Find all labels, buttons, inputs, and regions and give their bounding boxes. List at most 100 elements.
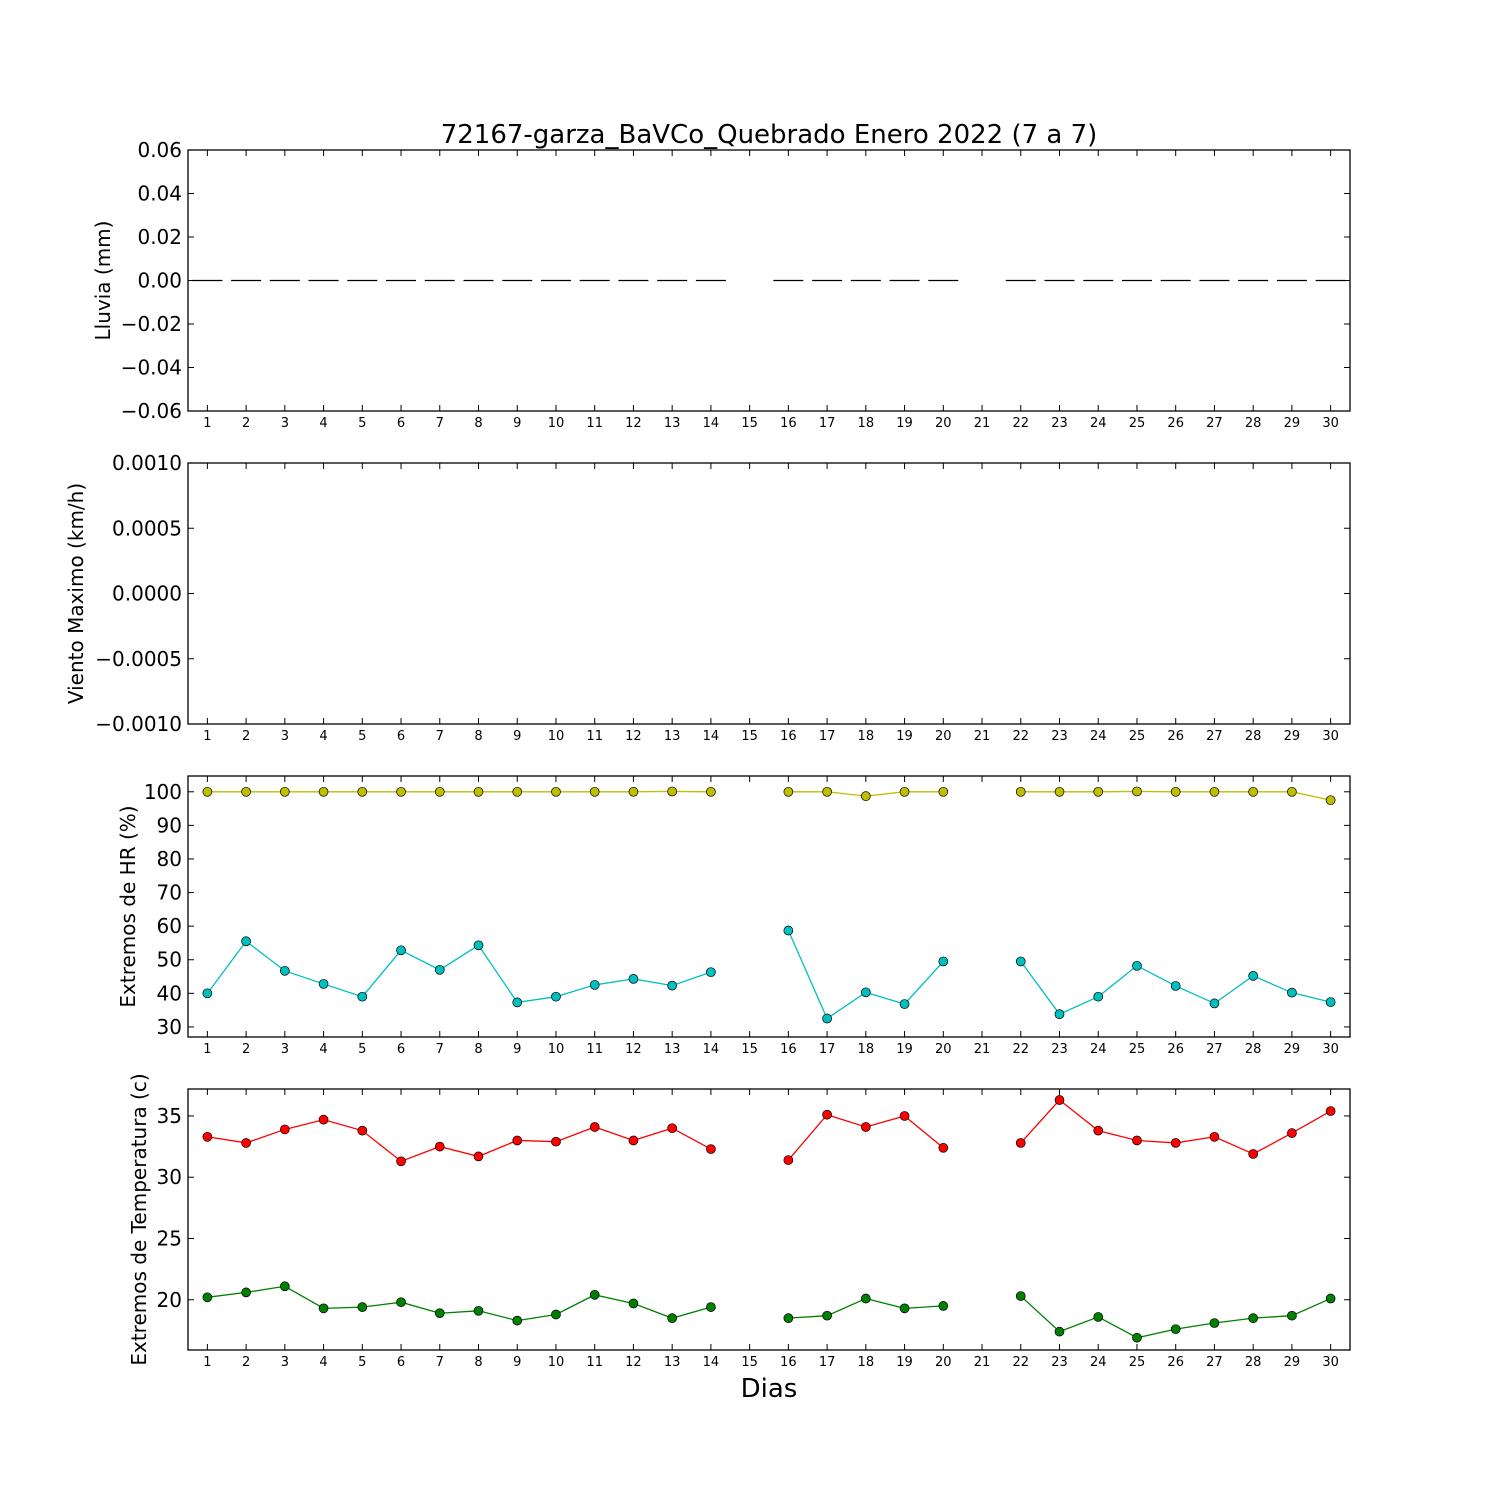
series-1-point-day-16 <box>783 786 794 797</box>
x-tick-label: 5 <box>358 416 366 431</box>
y-tick-label: 50 <box>157 948 182 972</box>
series-2-point-day-23 <box>1054 1326 1065 1337</box>
x-tick-label: 6 <box>397 1042 405 1057</box>
series-2-point-day-28 <box>1248 1313 1259 1323</box>
series-1-point-day-7 <box>434 1141 445 1152</box>
x-tick-label: 28 <box>1245 1042 1262 1057</box>
series-2-point-day-11 <box>589 1290 600 1300</box>
series-1-point-day-1 <box>202 786 213 797</box>
series-2-point-day-13 <box>667 1313 678 1323</box>
y-tick-label: 0.00 <box>137 269 182 293</box>
subplots: 1 2 3 4 5 6 7 8 9 10 11 12 13 14 15 16 17 18 19 20 21 22 23 24 2… <box>64 138 1351 1370</box>
x-tick-label: 29 <box>1284 1042 1301 1057</box>
x-tick-label: 3 <box>281 416 289 431</box>
y-tick-label: 35 <box>157 1104 182 1128</box>
series-1-point-day-11 <box>589 786 600 797</box>
series-2-point-day-23 <box>1054 1009 1065 1020</box>
series-1-point-day-12 <box>628 1135 639 1146</box>
series-2-point-day-26 <box>1170 1324 1181 1335</box>
x-tick-label: 18 <box>858 1355 875 1370</box>
series-1-point-day-13 <box>667 1123 678 1134</box>
y-tick-label: 30 <box>157 1165 182 1189</box>
x-tick-label: 27 <box>1206 1042 1223 1057</box>
series-1-point-day-17 <box>822 1109 832 1120</box>
series-1-point-day-24 <box>1093 1125 1104 1136</box>
series-2-point-day-18 <box>860 987 871 998</box>
series-1-point-day-14 <box>706 786 716 797</box>
series-2-point-day-27 <box>1209 998 1220 1009</box>
x-tick-label: 17 <box>819 729 836 744</box>
x-tick-label: 29 <box>1284 416 1301 431</box>
x-tick-label: 15 <box>741 1355 758 1370</box>
x-tick-label: 14 <box>703 416 720 431</box>
series-1-point-day-20 <box>938 786 949 797</box>
series-2-point-day-2 <box>241 936 251 947</box>
series-2-point-day-4 <box>318 1303 329 1314</box>
x-tick-label: 30 <box>1322 1355 1339 1370</box>
y-tick-label: 0.04 <box>137 182 182 206</box>
series-2-point-day-7 <box>434 1308 445 1319</box>
x-tick-label: 20 <box>935 416 952 431</box>
subplot-4: 1 2 3 4 5 6 7 8 9 10 11 12 13 14 15 16 17 18 19 20 21 22 23 24 2… <box>127 1073 1351 1370</box>
series-2-point-day-10 <box>551 1309 561 1320</box>
series-2-point-day-17 <box>822 1013 832 1024</box>
subplot-2: 1 2 3 4 5 6 7 8 9 10 11 12 13 14 15 16 17 18 19 20 21 22 23 24 2… <box>64 451 1351 744</box>
x-tick-label: 7 <box>436 416 444 431</box>
series-2-point-day-20 <box>938 1301 949 1311</box>
series-1-point-day-4 <box>318 1114 329 1125</box>
series-1-point-day-9 <box>512 786 523 797</box>
x-tick-label: 20 <box>935 1355 952 1370</box>
y-tick-label: −0.0010 <box>95 712 182 736</box>
series-2-point-day-24 <box>1093 991 1104 1002</box>
y-tick-label: 0.02 <box>137 225 182 249</box>
series-2-point-day-9 <box>512 1315 523 1326</box>
series-2-point-day-8 <box>473 1305 484 1316</box>
series-2-point-day-13 <box>667 980 678 991</box>
series-1-point-day-29 <box>1287 1128 1297 1138</box>
series-1-point-day-24 <box>1093 786 1104 797</box>
series-2-point-day-5 <box>357 1302 368 1312</box>
series-1-point-day-27 <box>1209 786 1220 797</box>
x-tick-label: 30 <box>1322 729 1339 744</box>
series-1-point-day-5 <box>357 786 368 797</box>
x-tick-label: 8 <box>474 416 482 431</box>
x-tick-label: 17 <box>819 1042 836 1057</box>
axes-frame <box>187 775 1351 1038</box>
y-tick-label: 20 <box>157 1288 182 1312</box>
x-tick-label: 12 <box>625 416 642 431</box>
x-tick-label: 20 <box>935 1042 952 1057</box>
series-1-point-day-22 <box>1015 786 1026 797</box>
x-tick-label: 23 <box>1051 1042 1068 1057</box>
x-tick-label: 10 <box>548 1355 565 1370</box>
x-tick-label: 2 <box>242 729 250 744</box>
x-tick-label: 11 <box>586 1355 603 1370</box>
x-tick-label: 17 <box>819 416 836 431</box>
x-tick-label: 24 <box>1090 729 1107 744</box>
series-1-point-day-10 <box>551 786 561 797</box>
x-tick-label: 10 <box>548 1042 565 1057</box>
series-2-point-day-28 <box>1248 971 1259 981</box>
x-tick-label: 11 <box>586 416 603 431</box>
series-2-point-day-6 <box>396 945 406 956</box>
series-1-point-day-5 <box>357 1125 368 1136</box>
y-tick-label: −0.04 <box>121 356 182 380</box>
x-tick-label: 8 <box>474 729 482 744</box>
x-tick-label: 21 <box>974 416 991 431</box>
x-tick-label: 5 <box>358 729 366 744</box>
series-2-point-day-30 <box>1325 1293 1336 1304</box>
series-1-point-day-29 <box>1287 786 1297 797</box>
series-2-point-day-25 <box>1132 960 1142 971</box>
series-2-line <box>206 940 712 1004</box>
x-tick-label: 1 <box>203 1042 211 1057</box>
x-tick-label: 4 <box>319 1355 327 1370</box>
series-2-point-day-24 <box>1093 1312 1104 1322</box>
x-tick-label: 8 <box>474 1355 482 1370</box>
series-1-point-day-19 <box>899 786 910 797</box>
series-1-point-day-23 <box>1054 1095 1065 1105</box>
x-tick-label: 14 <box>703 1355 720 1370</box>
series-2-point-day-10 <box>551 991 561 1002</box>
series-2-point-day-20 <box>938 956 949 967</box>
series-2-point-day-29 <box>1287 1310 1297 1321</box>
series-1-point-day-25 <box>1132 1135 1142 1146</box>
x-tick-label: 24 <box>1090 416 1107 431</box>
